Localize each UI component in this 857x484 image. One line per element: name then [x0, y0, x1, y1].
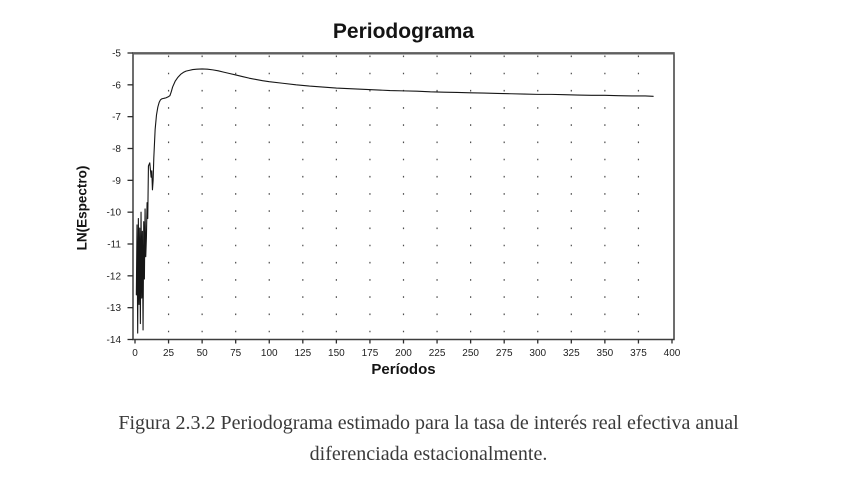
x-tick-label: 300: [529, 348, 546, 359]
chart-title: Periodograma: [332, 20, 475, 43]
x-tick-label: 225: [429, 348, 446, 359]
x-tick-label: 150: [328, 348, 345, 359]
figure-caption-line1: Figura 2.3.2 Periodograma estimado para …: [118, 412, 739, 434]
y-tick-label: -13: [107, 303, 122, 314]
x-tick-label: 25: [163, 348, 175, 359]
figure-caption: Figura 2.3.2 Periodograma estimado para …: [0, 408, 857, 470]
y-tick-label: -14: [107, 335, 122, 346]
x-tick-label: 325: [563, 348, 580, 359]
x-tick-label: 400: [664, 348, 681, 359]
x-tick-label: 375: [630, 348, 647, 359]
y-tick-label: -9: [112, 176, 121, 187]
y-tick-label: -5: [112, 49, 121, 60]
x-tick-label: 175: [362, 348, 379, 359]
x-tick-label: 275: [496, 348, 513, 359]
series-line: [135, 68, 654, 334]
y-tick-label: -6: [112, 80, 121, 91]
y-tick-label: -10: [107, 208, 122, 219]
x-tick-label: 350: [597, 348, 614, 359]
y-tick-label: -12: [107, 271, 122, 282]
x-tick-label: 125: [294, 348, 311, 359]
x-tick-label: 75: [230, 348, 242, 359]
x-tick-label: 0: [132, 348, 138, 359]
x-tick-label: 200: [395, 348, 412, 359]
y-tick-label: -7: [112, 112, 121, 123]
x-tick-label: 50: [197, 348, 209, 359]
y-tick-label: -8: [112, 144, 121, 155]
x-tick-label: 250: [462, 348, 479, 359]
x-axis-title: Períodos: [371, 361, 436, 378]
figure-caption-line2: diferenciada estacionalmente.: [309, 443, 548, 465]
y-tick-label: -11: [107, 240, 121, 251]
x-tick-label: 100: [261, 348, 278, 359]
